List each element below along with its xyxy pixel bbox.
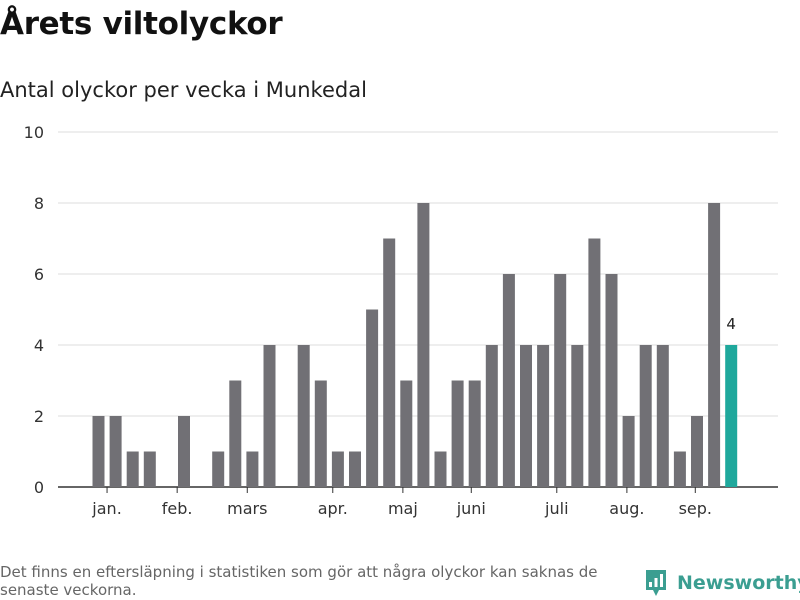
- y-tick-label: 10: [24, 123, 44, 142]
- bar: [366, 309, 379, 487]
- x-tick-label: apr.: [318, 499, 348, 518]
- bar: [109, 416, 122, 487]
- bar: [605, 274, 618, 487]
- bar: [639, 345, 652, 487]
- x-tick-label: jan.: [91, 499, 121, 518]
- bar: [588, 238, 601, 487]
- bar: [400, 380, 413, 487]
- bar: [725, 345, 738, 487]
- axis-labels: 0 2 4 6 8 10 4 jan. feb. mars apr. maj juni juli aug. s…: [24, 123, 736, 518]
- bar-chart: 0 2 4 6 8 10 4 jan. feb. mars apr. maj juni juli aug. s…: [24, 123, 778, 518]
- bar: [571, 345, 584, 487]
- bar-series: [92, 203, 738, 487]
- bar: [92, 416, 105, 487]
- bar: [331, 451, 344, 487]
- bar: [554, 274, 567, 487]
- brand-name: Newsworthy: [677, 572, 800, 594]
- brand[interactable]: Newsworthy: [644, 568, 800, 598]
- data-label: 4: [726, 315, 736, 333]
- bar: [537, 345, 550, 487]
- bar: [485, 345, 498, 487]
- bar: [229, 380, 242, 487]
- y-tick-label: 0: [34, 478, 44, 497]
- bar: [691, 416, 703, 487]
- bar: [314, 380, 327, 487]
- x-tick-label: juli: [544, 499, 568, 518]
- bar: [417, 203, 430, 487]
- bar: [451, 380, 464, 487]
- bar: [246, 451, 259, 487]
- bar: [502, 274, 515, 487]
- footnote: Det finns en eftersläpning i statistiken…: [0, 563, 598, 599]
- x-tick-label: maj: [388, 499, 418, 518]
- y-tick-label: 8: [34, 194, 44, 213]
- bar: [126, 451, 139, 487]
- bar: [622, 416, 635, 487]
- y-tick-label: 6: [34, 265, 44, 284]
- bar: [656, 345, 669, 487]
- x-tick-label: mars: [227, 499, 267, 518]
- chart-subtitle: Antal olyckor per vecka i Munkedal: [0, 78, 367, 102]
- newsworthy-logo-icon: [646, 570, 666, 596]
- x-tick-label: feb.: [162, 499, 193, 518]
- bar: [520, 345, 532, 487]
- bar: [297, 345, 310, 487]
- bar: [673, 451, 686, 487]
- bar: [383, 238, 396, 487]
- x-tick-label: juni: [456, 499, 486, 518]
- x-tick-label: sep.: [679, 499, 712, 518]
- x-tick-label: aug.: [609, 499, 644, 518]
- bar: [349, 451, 361, 487]
- bar: [212, 451, 225, 487]
- bar: [178, 416, 190, 487]
- y-tick-label: 4: [34, 336, 44, 355]
- bar: [263, 345, 276, 487]
- bar: [468, 380, 481, 487]
- bar: [434, 451, 447, 487]
- y-tick-label: 2: [34, 407, 44, 426]
- bar: [708, 203, 721, 487]
- chart-title: Årets viltolyckor: [0, 6, 283, 42]
- bar: [143, 451, 156, 487]
